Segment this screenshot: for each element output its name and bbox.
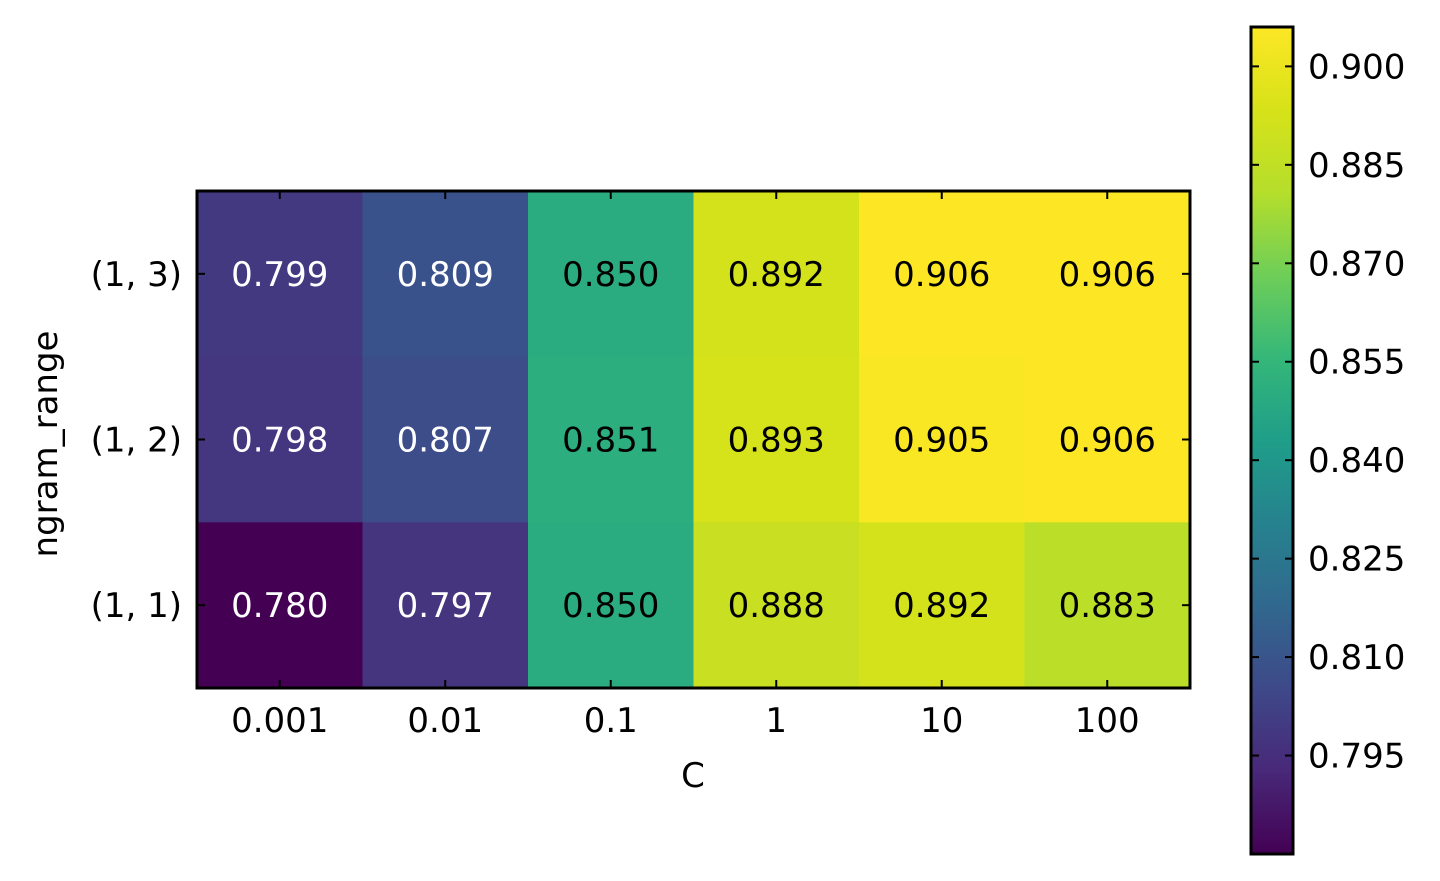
heatmap-cell bbox=[362, 356, 529, 523]
colorbar-tick-label: 0.810 bbox=[1308, 638, 1405, 678]
colorbar-tick-label: 0.825 bbox=[1308, 540, 1405, 580]
cell-value-label: 0.850 bbox=[562, 586, 659, 626]
heatmap-cell bbox=[197, 522, 364, 689]
heatmap-cell bbox=[693, 191, 860, 358]
y-axis-label: ngram_range bbox=[26, 331, 66, 558]
heatmap-cell bbox=[859, 191, 1026, 358]
cell-value-label: 0.809 bbox=[397, 255, 494, 295]
x-tick-label: 0.01 bbox=[407, 701, 483, 741]
heatmap-cell bbox=[362, 191, 529, 358]
cell-value-label: 0.892 bbox=[893, 586, 990, 626]
cell-value-label: 0.893 bbox=[728, 421, 825, 461]
colorbar-tick-label: 0.855 bbox=[1308, 343, 1405, 383]
x-axis-label: C bbox=[681, 756, 705, 796]
colorbar-ticks: 0.795 0.810 0.825 0.840 0.855 0.870 0.885 0.900 bbox=[1251, 47, 1405, 777]
colorbar-tick-label: 0.885 bbox=[1308, 146, 1405, 186]
y-tick-label: (1, 2) bbox=[91, 421, 182, 461]
y-tick-label: (1, 1) bbox=[91, 586, 182, 626]
heatmap-cell bbox=[1024, 522, 1191, 689]
cell-value-label: 0.807 bbox=[397, 421, 494, 461]
cell-value-label: 0.850 bbox=[562, 255, 659, 295]
cell-value-label: 0.888 bbox=[728, 586, 825, 626]
cell-value-label: 0.906 bbox=[1059, 421, 1156, 461]
colorbar-tick-label: 0.900 bbox=[1308, 47, 1405, 87]
cell-value-label: 0.883 bbox=[1059, 586, 1156, 626]
cell-value-label: 0.797 bbox=[397, 586, 494, 626]
colorbar-tick-label: 0.840 bbox=[1308, 441, 1405, 481]
heatmap-cell bbox=[1024, 356, 1191, 523]
x-tick-label: 100 bbox=[1075, 701, 1140, 741]
y-tick-label: (1, 3) bbox=[91, 255, 182, 295]
heatmap-cells bbox=[197, 191, 1191, 689]
cell-value-label: 0.799 bbox=[231, 255, 328, 295]
colorbar-tick-label: 0.870 bbox=[1308, 244, 1405, 284]
heatmap-cell bbox=[1024, 191, 1191, 358]
colorbar bbox=[1249, 25, 1295, 856]
heatmap-cell-labels: 0.799 0.809 0.850 0.892 0.906 0.906 0.798 0.807… bbox=[231, 255, 1156, 626]
heatmap-cell bbox=[528, 191, 695, 358]
y-tick-labels: (1, 3) (1, 2) (1, 1) bbox=[91, 255, 182, 626]
colorbar-tick-label: 0.795 bbox=[1308, 737, 1405, 777]
x-tick-label: 0.001 bbox=[231, 701, 328, 741]
cell-value-label: 0.892 bbox=[728, 255, 825, 295]
heatmap-cell bbox=[859, 522, 1026, 689]
cell-value-label: 0.798 bbox=[231, 421, 328, 461]
heatmap-cell bbox=[693, 522, 860, 689]
axis-ticks bbox=[197, 191, 1190, 688]
heatmap-cell bbox=[197, 356, 364, 523]
cell-value-label: 0.851 bbox=[562, 421, 659, 461]
x-tick-labels: 0.001 0.01 0.1 1 10 100 bbox=[231, 701, 1140, 741]
heatmap-cell bbox=[859, 356, 1026, 523]
cell-value-label: 0.905 bbox=[893, 421, 990, 461]
heatmap-cell bbox=[528, 356, 695, 523]
heatmap-cell bbox=[693, 356, 860, 523]
cell-value-label: 0.780 bbox=[231, 586, 328, 626]
x-tick-label: 0.1 bbox=[584, 701, 638, 741]
heatmap-cell bbox=[362, 522, 529, 689]
heatmap-cell bbox=[528, 522, 695, 689]
cell-value-label: 0.906 bbox=[1059, 255, 1156, 295]
x-tick-label: 1 bbox=[765, 701, 787, 741]
heatmap-cell bbox=[197, 191, 364, 358]
x-tick-label: 10 bbox=[920, 701, 963, 741]
cell-value-label: 0.906 bbox=[893, 255, 990, 295]
